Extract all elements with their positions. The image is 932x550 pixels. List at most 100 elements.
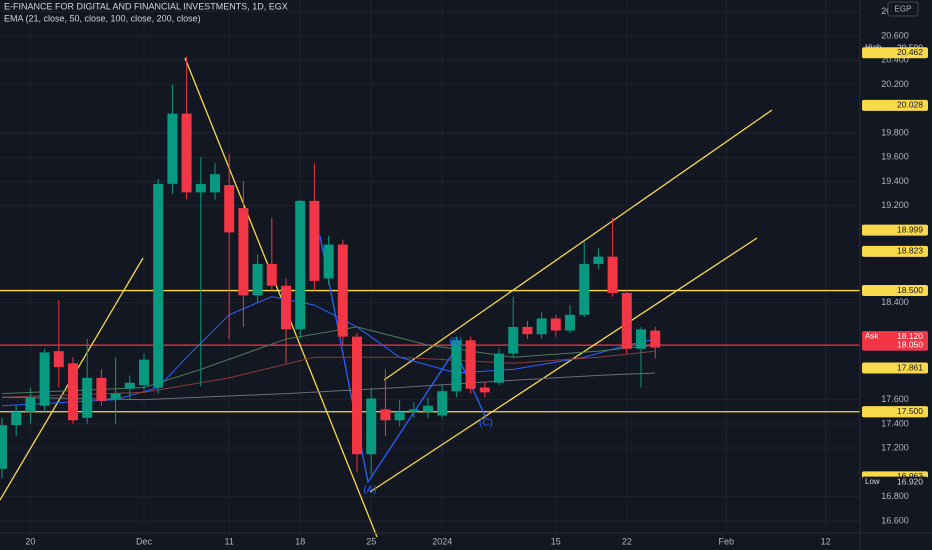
y-tick-label: 17.200: [881, 443, 909, 453]
candle-body: [124, 382, 135, 389]
price-tag-label: 20.028: [897, 100, 923, 110]
candle-body: [195, 183, 206, 193]
y-tick-label: 19.200: [881, 200, 909, 210]
candle-body: [96, 377, 107, 401]
candle-body: [479, 387, 490, 393]
candle-body: [67, 363, 78, 421]
wave-label: (A): [363, 485, 376, 496]
currency-button[interactable]: [887, 1, 919, 17]
y-tick-label: 19.600: [881, 152, 909, 162]
price-tag-label: 20.462: [897, 47, 923, 57]
candle-body: [210, 174, 220, 193]
candle-body: [0, 425, 7, 469]
candle-body: [408, 409, 419, 412]
candle-body: [536, 318, 547, 335]
price-tag-name: Low: [865, 477, 880, 486]
x-tick-label: 25: [366, 536, 376, 546]
candle-body: [238, 208, 249, 296]
chart-title: E-FINANCE FOR DIGITAL AND FINANCIAL INVE…: [4, 1, 288, 11]
candle-body: [465, 340, 476, 389]
price-tag-label: 18.999: [897, 224, 923, 234]
price-tag: [862, 99, 928, 111]
price-tag-label: 18.823: [897, 246, 923, 256]
x-tick-label: 12: [821, 536, 831, 546]
candle-body: [39, 352, 50, 406]
candle-body: [508, 326, 519, 354]
plot: [0, 56, 661, 479]
price-tag-name: Ask: [865, 332, 879, 341]
candle-body: [593, 256, 604, 264]
x-tick-label: 20: [25, 536, 35, 546]
candle-body: [266, 263, 277, 286]
grid: [0, 0, 860, 533]
candle-body: [224, 185, 235, 233]
price-tag-label: 16.963: [897, 471, 923, 481]
price-tag: [862, 47, 928, 59]
price-tag-label: 17.500: [897, 406, 923, 416]
candle-body: [494, 353, 505, 383]
price-axis: 20.80020.60020.40020.20019.80019.60019.4…: [25, 6, 928, 546]
candle-body: [181, 113, 192, 193]
price-tag: [862, 476, 928, 488]
candle-body: [437, 391, 448, 416]
candle-body: [579, 263, 590, 315]
x-tick-label: 2024: [432, 536, 452, 546]
x-tick-label: 15: [551, 536, 561, 546]
candle-body: [636, 329, 647, 349]
currency-label[interactable]: EGP: [895, 5, 912, 14]
price-tag-label: 16.920: [897, 476, 923, 486]
candle-body: [337, 244, 348, 337]
candle-body: [53, 351, 64, 367]
channel-upper: [383, 109, 773, 381]
candle-body: [281, 285, 292, 330]
candle-body: [295, 200, 306, 330]
candle-body: [650, 330, 661, 348]
candle-body: [138, 359, 149, 386]
candle-body: [451, 340, 462, 392]
price-tag: [862, 406, 928, 418]
x-tick-label: 22: [622, 536, 632, 546]
price-tag: [862, 224, 928, 236]
candle-body: [252, 263, 263, 296]
y-tick-label: 17.400: [881, 418, 909, 428]
candle-body: [11, 411, 22, 426]
y-tick-label: 19.800: [881, 127, 909, 137]
candle-body: [380, 409, 391, 421]
price-tag-label: 18.050: [897, 339, 923, 349]
y-tick-label: 17.600: [881, 394, 909, 404]
candle-body: [423, 405, 434, 412]
price-tag: [862, 331, 928, 343]
candle-body: [352, 336, 363, 455]
indicator-legend: EMA (21, close, 50, close, 100, close, 2…: [4, 13, 201, 23]
y-tick-label: 16.800: [881, 491, 909, 501]
price-tag-label: 18.120: [897, 331, 923, 341]
candle-body: [522, 326, 533, 335]
y-tick-label: 18.400: [881, 297, 909, 307]
candle-body: [607, 256, 618, 293]
price-tag: [862, 339, 928, 351]
candle-body: [153, 183, 164, 388]
candle-body: [25, 397, 36, 412]
wave-label: (C): [479, 418, 493, 429]
candle-body: [366, 398, 377, 455]
candle-body: [550, 318, 561, 331]
x-tick-label: Dec: [136, 536, 153, 546]
candle-body: [82, 377, 93, 418]
price-tag-label: 17.861: [897, 362, 923, 372]
y-tick-label: 20.600: [881, 30, 909, 40]
x-tick-label: 18: [295, 536, 305, 546]
x-tick-label: Feb: [718, 536, 734, 546]
y-tick-label: 20.200: [881, 79, 909, 89]
wave-label: (B): [449, 337, 462, 348]
candle-body: [323, 244, 334, 279]
x-tick-label: 11: [225, 536, 234, 546]
y-tick-label: 19.400: [881, 176, 909, 186]
price-tag: [862, 362, 928, 374]
candle-body: [167, 113, 178, 184]
candle-body: [621, 292, 632, 349]
ema-line: [1, 372, 656, 401]
y-tick-label: 16.600: [881, 515, 909, 525]
